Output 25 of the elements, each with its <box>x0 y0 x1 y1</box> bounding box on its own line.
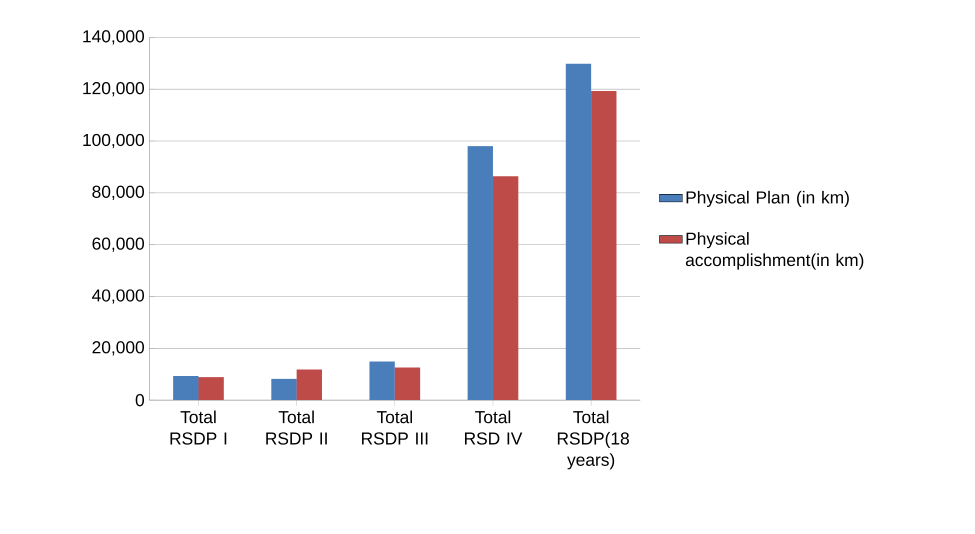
bar <box>468 146 493 400</box>
bar <box>173 376 198 400</box>
x-tick-label: Total RSDP II <box>266 410 327 445</box>
bar <box>492 176 518 400</box>
legend-label: Physical accomplishment(in km) <box>686 232 864 270</box>
bar <box>591 91 616 400</box>
legend-label: Physical Plan (in km) <box>686 191 849 208</box>
bar <box>394 368 420 400</box>
bar <box>369 362 395 400</box>
y-tick-label: 60,000 <box>92 238 144 252</box>
x-tick-label: Total RSDP(18 years) <box>558 410 629 470</box>
y-tick-label: 120,000 <box>83 82 144 97</box>
x-tick-label: Total RSDP III <box>362 410 428 445</box>
y-tick-label: 100,000 <box>83 134 144 148</box>
y-tick-label: 0 <box>136 394 144 407</box>
y-tick-label: 140,000 <box>83 30 144 45</box>
x-tick-label: Total RSD IV <box>465 410 522 445</box>
bar <box>271 379 297 400</box>
x-tick-label: Total RSDP I <box>170 410 226 445</box>
bar <box>566 64 592 400</box>
bar <box>198 377 224 400</box>
bar <box>296 370 322 400</box>
y-tick-label: 80,000 <box>92 186 144 200</box>
y-tick-label: 40,000 <box>92 290 144 304</box>
y-tick-label: 20,000 <box>92 341 144 356</box>
